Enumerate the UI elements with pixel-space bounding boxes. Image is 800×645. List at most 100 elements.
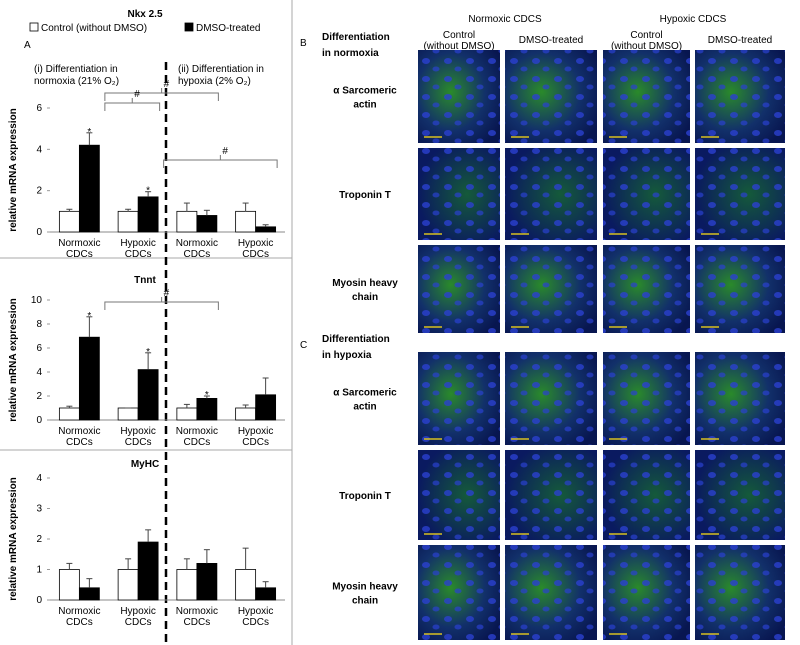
micrograph-nuclei [505,245,597,333]
x-tick-label: Hypoxic CDCs [120,606,156,628]
micrograph-nuclei [695,450,785,540]
bar [196,563,218,601]
micrograph-nuclei [603,148,690,240]
y-axis-label: relative mRNA expression [8,108,19,232]
column-header: Control [630,30,662,41]
bar [117,407,139,421]
bar [196,215,218,233]
micrograph-nuclei [505,50,597,143]
micrograph-nuclei [418,545,500,640]
condition-note: (i) Differentiation in [34,64,118,75]
bar [235,210,257,233]
legend-swatch [29,22,39,32]
chart-title: Nkx 2.5 [127,9,162,20]
row-label: Myosin heavy [332,278,398,289]
micrograph-nuclei [695,245,785,333]
x-tick-label: Normoxic CDCs [176,426,218,448]
y-axis-label: relative mRNA expression [8,298,19,422]
legend-swatch [184,22,194,32]
significance-bracket [104,297,219,310]
group-header: Hypoxic CDCS [660,14,727,25]
micrograph-nuclei [695,148,785,240]
bar [255,226,277,233]
bar [235,569,257,601]
y-tick-label: 4 [36,144,42,155]
y-tick-label: 10 [31,295,43,306]
x-tick-label: Hypoxic CDCs [120,426,156,448]
micrograph-nuclei [603,245,690,333]
significance-label: * [87,311,91,322]
micrograph-nuclei [603,50,690,143]
row-label: chain [352,596,378,607]
micrograph-nuclei [603,545,690,640]
condition-note: (ii) Differentiation in [178,64,264,75]
row-label: Troponin T [339,491,391,502]
x-tick-label: Hypoxic CDCs [120,238,156,260]
micrograph-nuclei [603,352,690,445]
chart-title: Tnnt [134,275,156,286]
micrograph-nuclei [418,352,500,445]
x-tick-label: Normoxic CDCs [176,238,218,260]
y-tick-label: 6 [36,103,42,114]
x-tick-label: Normoxic CDCs [58,606,100,628]
x-tick-label: Hypoxic CDCs [238,606,274,628]
group-header: Normoxic CDCS [468,14,542,25]
x-tick-label: Hypoxic CDCs [238,426,274,448]
row-label: actin [353,100,376,111]
legend-label: DMSO-treated [196,23,260,34]
panel-title: Differentiation [322,32,390,43]
bar [117,210,139,233]
significance-bracket [104,88,219,101]
bar [137,541,159,601]
y-tick-label: 1 [36,565,42,576]
panel-title: in hypoxia [322,350,372,361]
x-tick-label: Hypoxic CDCs [238,238,274,260]
bar [176,407,198,421]
column-header: (without DMSO) [611,41,682,52]
micrograph-nuclei [695,50,785,143]
y-tick-label: 0 [36,227,42,238]
bar [196,397,218,421]
bar [176,210,198,233]
column-header: (without DMSO) [423,41,494,52]
condition-note: hypoxia (2% O₂) [178,76,251,87]
y-tick-label: 8 [36,319,42,330]
micrograph-nuclei [505,450,597,540]
significance-label: * [205,390,209,401]
column-header: DMSO-treated [708,35,772,46]
micrograph-nuclei [695,545,785,640]
row-label: Myosin heavy [332,582,398,593]
bar [58,407,80,421]
y-tick-label: 2 [36,534,42,545]
row-label: Troponin T [339,190,391,201]
y-tick-label: 0 [36,415,42,426]
x-tick-label: Normoxic CDCs [58,426,100,448]
bar [117,569,139,601]
x-tick-label: Normoxic CDCs [58,238,100,260]
bar [78,587,100,601]
micrograph-nuclei [505,352,597,445]
micrograph-nuclei [695,352,785,445]
row-label: α Sarcomeric [333,86,397,97]
micrograph-nuclei [505,148,597,240]
significance-label: # [164,79,170,90]
y-tick-label: 2 [36,391,42,402]
significance-label: # [164,288,170,299]
bar [58,569,80,601]
y-tick-label: 3 [36,504,42,515]
y-tick-label: 6 [36,343,42,354]
micrograph-nuclei [603,450,690,540]
y-tick-label: 2 [36,186,42,197]
significance-label: * [146,347,150,358]
bar [137,369,159,421]
micrograph-nuclei [418,245,500,333]
bar [255,394,277,421]
panel-label: C [300,340,307,351]
bar [78,144,100,233]
row-label: α Sarcomeric [333,388,397,399]
bar [255,587,277,601]
panel-label: A [24,40,31,51]
panel-label: B [300,38,307,49]
significance-label: * [87,127,91,138]
